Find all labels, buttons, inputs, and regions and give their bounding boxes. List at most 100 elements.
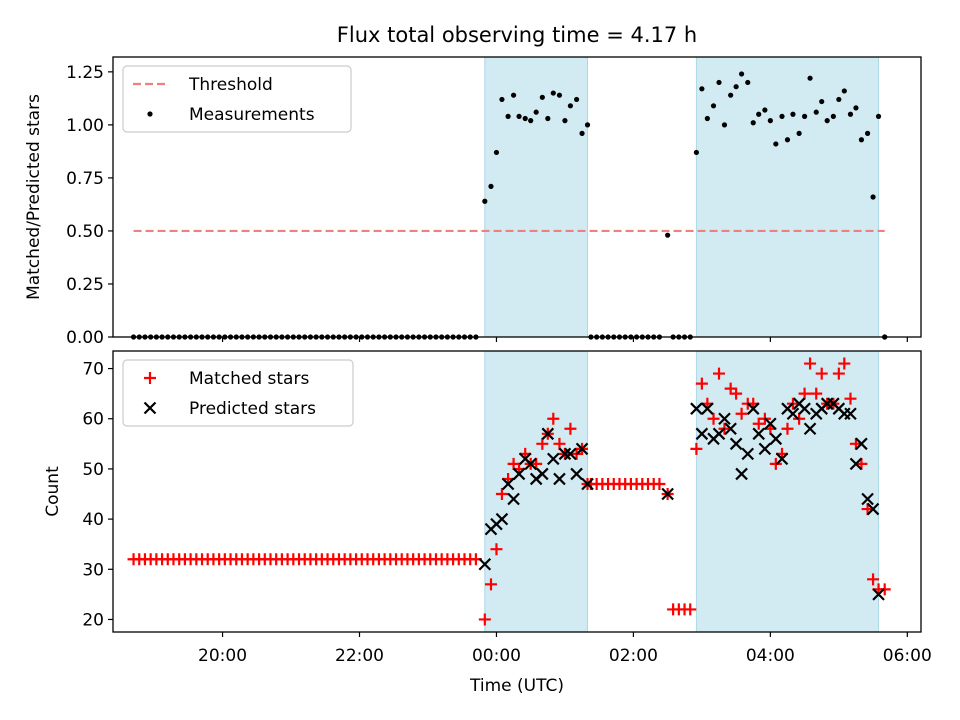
- measurement-point: [704, 115, 710, 122]
- predicted-star-marker: [861, 492, 874, 506]
- measurement-point: [721, 122, 728, 128]
- measurement-point: [779, 113, 785, 119]
- predicted-star-marker: [547, 452, 560, 466]
- matched-star-marker: [484, 578, 497, 591]
- x-tick-label: 06:00: [883, 646, 932, 666]
- matched-star-marker: [781, 422, 794, 435]
- matched-star-marker: [564, 422, 577, 435]
- measurement-point: [767, 118, 773, 124]
- measurement-point: [710, 103, 717, 109]
- measurement-point: [750, 120, 756, 126]
- measurement-point: [584, 122, 591, 128]
- matched-star-marker: [804, 357, 817, 370]
- x-tick-label: 20:00: [198, 646, 247, 666]
- predicted-star-marker: [501, 477, 515, 491]
- measurement-point: [790, 111, 796, 117]
- measurement-point: [801, 113, 808, 119]
- measurement-point: [539, 94, 545, 100]
- predicted-star-marker: [735, 467, 748, 481]
- measurement-point: [573, 96, 580, 103]
- measurement-point: [665, 232, 671, 238]
- measurement-point: [875, 113, 882, 119]
- measurement-point: [545, 115, 551, 122]
- predicted-star-marker: [798, 402, 811, 415]
- matched-star-marker: [735, 407, 748, 420]
- matched-star-marker: [730, 387, 743, 400]
- matched-star-marker: [707, 412, 720, 425]
- measurement-point: [693, 149, 700, 156]
- predicted-star-marker: [712, 427, 726, 441]
- matched-star-marker: [798, 387, 811, 400]
- measurement-point: [745, 79, 751, 86]
- predicted-star-marker: [724, 422, 737, 436]
- legend-entry: Measurements: [189, 105, 315, 125]
- matched-star-marker: [838, 357, 851, 370]
- matched-star-marker: [878, 583, 891, 596]
- measurement-point: [819, 98, 825, 105]
- measurement-point: [482, 198, 488, 204]
- predicted-star-marker: [581, 477, 594, 491]
- y-axis-label: Matched/Predicted stars: [24, 94, 44, 300]
- measurement-point: [550, 90, 556, 96]
- measurement-point: [510, 92, 517, 98]
- y-tick-label: 50: [82, 460, 104, 480]
- predicted-star-marker: [558, 447, 572, 461]
- measurement-point: [728, 92, 734, 98]
- axes-frame: [112, 56, 922, 338]
- x-axis-label: Time (UTC): [469, 676, 564, 696]
- y-tick-label: 20: [82, 610, 104, 630]
- measurement-point: [847, 111, 854, 117]
- measurement-point: [516, 113, 522, 119]
- observing-window-shade: [695, 56, 880, 338]
- measurement-point: [853, 105, 859, 111]
- measurement-point: [830, 113, 836, 119]
- predicted-star-marker: [872, 588, 885, 601]
- legend-entry: Threshold: [188, 75, 273, 95]
- matched-star-marker: [769, 457, 782, 470]
- predicted-star-marker: [752, 427, 765, 441]
- axes-frame: [112, 350, 922, 633]
- chart-title: Flux total observing time = 4.17 h: [337, 23, 697, 47]
- y-tick-label: 1.00: [66, 116, 104, 136]
- measurement-point: [505, 113, 511, 119]
- predicted-star-marker: [690, 402, 703, 415]
- measurement-point: [488, 183, 494, 189]
- predicted-star-marker: [729, 437, 743, 451]
- measurement-point: [864, 130, 871, 136]
- measurement-point: [556, 92, 563, 98]
- matched-star-marker: [536, 437, 549, 450]
- measurement-point: [738, 71, 745, 77]
- legend-box: [122, 359, 354, 427]
- predicted-star-marker: [512, 467, 526, 481]
- predicted-star-marker: [786, 407, 800, 421]
- predicted-star-marker: [775, 452, 789, 466]
- legend-entry: Predicted stars: [189, 399, 316, 419]
- matched-star-marker: [495, 488, 508, 501]
- measurement-point: [762, 107, 768, 113]
- measurement-point: [533, 109, 539, 115]
- predicted-star-marker: [564, 447, 577, 461]
- measurement-point: [733, 84, 739, 90]
- predicted-star-marker: [695, 427, 709, 441]
- x-tick-label: 02:00: [609, 646, 658, 666]
- y-tick-label: 30: [82, 560, 104, 580]
- matched-star-marker: [684, 603, 697, 616]
- measurement-point: [836, 96, 842, 103]
- measurement-point: [756, 111, 762, 117]
- predicted-star-marker: [661, 487, 674, 501]
- legend-entry: Matched stars: [189, 369, 309, 389]
- y-axis-label: Count: [43, 466, 63, 517]
- measurement-point: [716, 79, 722, 86]
- measurement-point: [870, 194, 876, 200]
- measurement-point: [528, 118, 534, 124]
- legend-matched-swatch: [144, 372, 156, 384]
- matched-star-marker: [490, 543, 503, 556]
- measurement-point: [841, 88, 847, 94]
- matched-star-marker: [793, 412, 806, 425]
- measurement-point: [813, 109, 819, 115]
- predicted-star-marker: [746, 402, 760, 415]
- measurement-point: [699, 86, 705, 92]
- matched-star-marker: [478, 613, 491, 626]
- matched-star-marker: [690, 442, 703, 455]
